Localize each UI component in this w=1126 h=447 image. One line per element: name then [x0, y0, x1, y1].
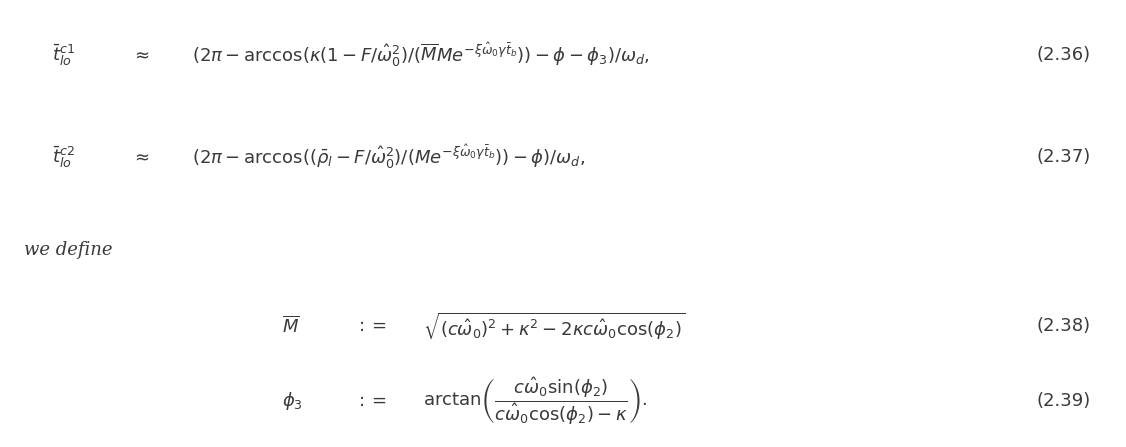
- Text: (2.36): (2.36): [1037, 46, 1091, 63]
- Text: $\phi_3$: $\phi_3$: [283, 390, 303, 412]
- Text: $\approx$: $\approx$: [131, 46, 150, 63]
- Text: $\approx$: $\approx$: [131, 148, 150, 166]
- Text: (2.39): (2.39): [1037, 392, 1091, 410]
- Text: $\arctan\!\left(\dfrac{c\hat{\omega}_0\sin(\phi_2)}{c\hat{\omega}_0\cos(\phi_2)-: $\arctan\!\left(\dfrac{c\hat{\omega}_0\s…: [422, 375, 647, 427]
- Text: $\overline{M}$: $\overline{M}$: [283, 315, 300, 336]
- Text: $:=$: $:=$: [355, 316, 387, 335]
- Text: we define: we define: [24, 241, 113, 259]
- Text: $\bar{t}^{c2}_{lo}$: $\bar{t}^{c2}_{lo}$: [52, 144, 74, 170]
- Text: $(2\pi - \arccos(\kappa(1 - F/\hat{\omega}_0^2)/(\overline{M}Me^{-\xi\hat{\omega: $(2\pi - \arccos(\kappa(1 - F/\hat{\omeg…: [193, 41, 650, 69]
- Text: $(2\pi - \arccos((\bar{\rho}_l - F/\hat{\omega}_0^2)/(Me^{-\xi\hat{\omega}_0\gam: $(2\pi - \arccos((\bar{\rho}_l - F/\hat{…: [193, 143, 586, 171]
- Text: $:=$: $:=$: [355, 392, 387, 410]
- Text: $\bar{t}^{c1}_{lo}$: $\bar{t}^{c1}_{lo}$: [52, 42, 75, 67]
- Text: $\sqrt{(c\hat{\omega}_0)^2 + \kappa^2 - 2\kappa c\hat{\omega}_0\cos(\phi_2)}$: $\sqrt{(c\hat{\omega}_0)^2 + \kappa^2 - …: [422, 310, 685, 342]
- Text: (2.37): (2.37): [1037, 148, 1091, 166]
- Text: (2.38): (2.38): [1037, 316, 1091, 335]
